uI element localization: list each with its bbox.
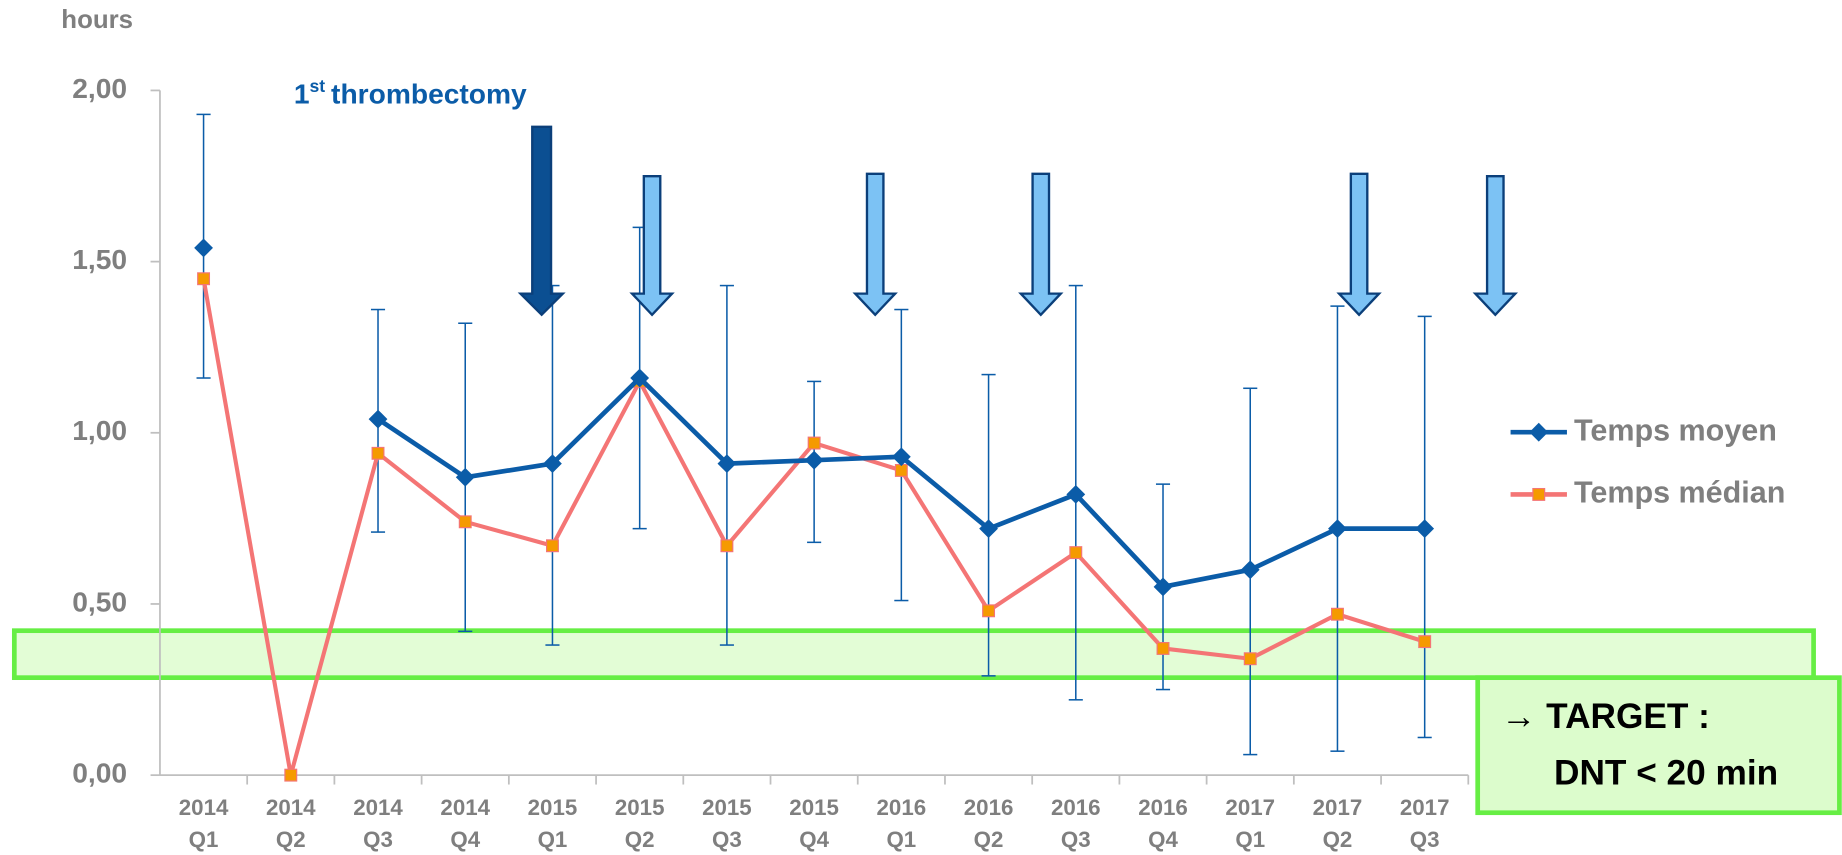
arrows	[517, 125, 1518, 317]
legend-label: Temps médian	[1574, 476, 1785, 510]
data-point	[1418, 635, 1432, 649]
y-tick-label: 0,00	[72, 757, 127, 789]
x-tick-label: Q4	[1148, 827, 1178, 852]
x-tick-label: 2014	[266, 795, 316, 820]
y-axis-label: hours	[61, 6, 133, 34]
data-point	[982, 604, 996, 618]
x-tick-label: 2014	[440, 795, 490, 820]
data-point	[545, 539, 559, 553]
x-tick-label: Q3	[1410, 827, 1440, 852]
x-tick-label: 2016	[877, 795, 927, 820]
legend-label: Temps moyen	[1574, 413, 1777, 447]
y-tick-label: 2,00	[72, 72, 127, 104]
x-tick-label: Q1	[886, 827, 916, 852]
x-tick-label: Q4	[450, 827, 480, 852]
x-tick-label: Q3	[363, 827, 393, 852]
data-point	[194, 238, 213, 258]
data-point	[979, 519, 998, 539]
x-tick-label: Q2	[625, 827, 655, 852]
data-point	[807, 436, 821, 450]
data-point	[1415, 519, 1435, 539]
data-point	[197, 272, 211, 286]
data-point	[1156, 642, 1170, 655]
annotation-text: thrombectomy	[331, 78, 527, 110]
x-tick-label: 2016	[964, 795, 1014, 820]
data-point	[1328, 519, 1347, 539]
data-point	[720, 539, 734, 553]
arrow	[1336, 172, 1382, 317]
y-tick-label: 0,50	[72, 585, 127, 617]
x-tick-label: 2017	[1313, 795, 1363, 820]
x-tick-label: Q1	[538, 827, 568, 852]
x-tick-label: 2017	[1225, 795, 1275, 820]
target-line-1: → TARGET :	[1501, 697, 1710, 736]
x-tick-label: 2014	[353, 795, 403, 820]
legend-marker	[1529, 422, 1549, 442]
x-tick-label: Q4	[799, 827, 829, 852]
x-tick-label: 2015	[615, 795, 665, 820]
data-point	[543, 454, 562, 473]
x-tick-label: 2014	[179, 795, 229, 820]
x-tick-label: Q1	[1235, 827, 1265, 852]
data-point	[894, 463, 908, 477]
x-tick-label: Q2	[1323, 827, 1353, 852]
arrow	[517, 125, 566, 317]
data-point	[371, 446, 385, 460]
data-point	[717, 454, 737, 473]
data-point	[284, 768, 298, 782]
arrow	[1472, 174, 1518, 317]
x-tick-label: Q2	[974, 827, 1004, 852]
legend-marker	[1532, 487, 1546, 501]
data-point	[1069, 546, 1083, 560]
data-point	[1240, 560, 1260, 580]
marks	[194, 113, 1435, 782]
arrow	[1018, 172, 1064, 317]
x-tick-label: Q3	[1061, 827, 1091, 852]
x-tick-label: 2016	[1138, 795, 1188, 820]
target-band	[11, 628, 1816, 681]
data-point	[804, 450, 824, 470]
legend: Temps moyen Temps médian	[1510, 413, 1785, 510]
axes: 0,00 0,50 1,00 1,50 2,00 2014 Q1 2014 Q2 2014 Q3 20…	[72, 72, 1470, 852]
annotation-suffix: st	[310, 76, 326, 96]
data-point	[1243, 652, 1257, 666]
annotation: 1st thrombectomy	[294, 76, 527, 110]
arrow	[629, 174, 675, 317]
arrow	[852, 172, 898, 317]
y-tick-label: 1,50	[72, 243, 127, 275]
x-tick-label: 2016	[1051, 795, 1101, 820]
data-point	[458, 515, 472, 529]
x-tick-label: Q2	[276, 827, 306, 852]
x-tick-label: 2017	[1400, 795, 1450, 820]
x-tick-label: 2015	[789, 795, 839, 820]
annotation-number: 1	[294, 78, 310, 110]
x-tick-label: Q1	[189, 827, 219, 852]
data-point	[1331, 607, 1344, 621]
x-tick-label: 2015	[528, 795, 578, 820]
target-box	[1475, 675, 1842, 816]
target-line-2: DNT < 20 min	[1554, 753, 1778, 792]
data-point	[368, 409, 388, 429]
data-point	[1153, 577, 1173, 597]
x-tick-label: 2015	[702, 795, 752, 820]
y-tick-label: 1,00	[72, 414, 127, 446]
data-point	[630, 368, 650, 388]
x-tick-label: Q3	[712, 827, 742, 852]
